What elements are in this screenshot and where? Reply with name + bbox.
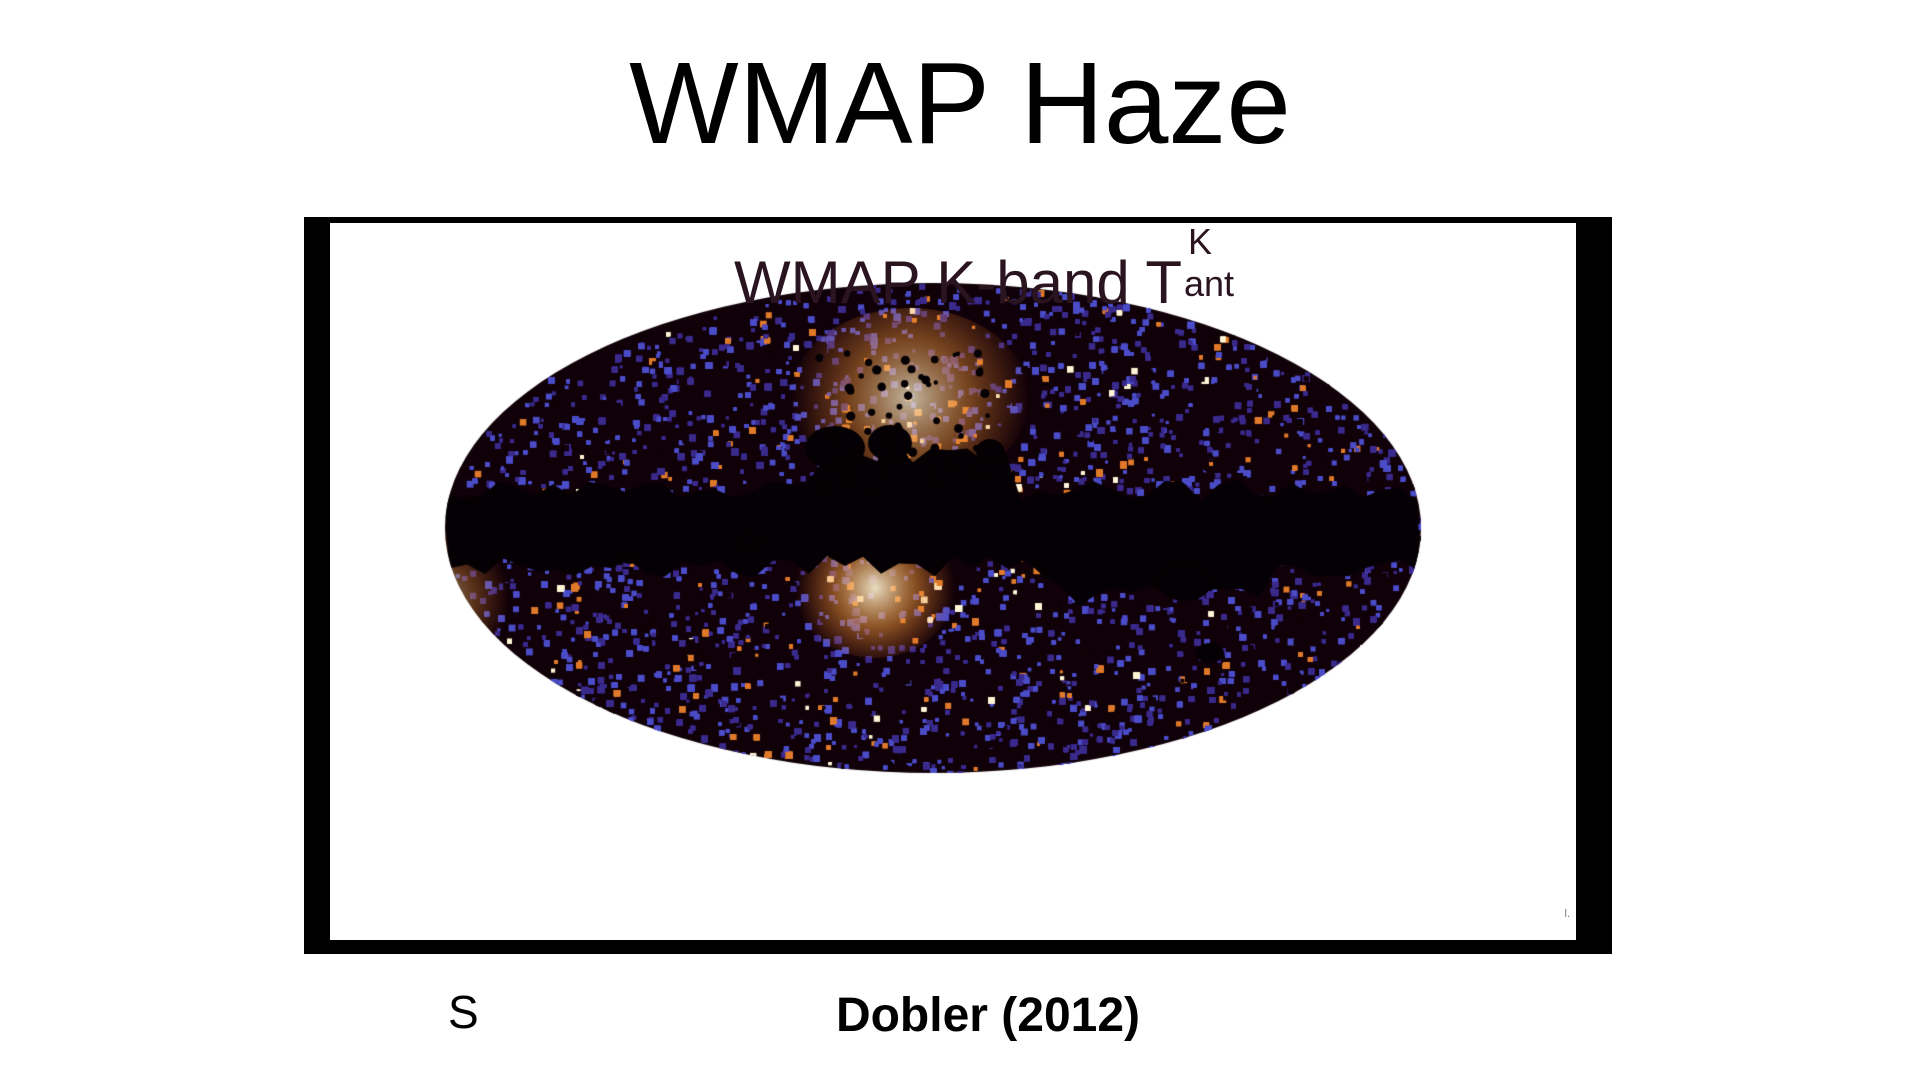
slide-title: WMAP Haze xyxy=(629,38,1291,168)
sky-map-image xyxy=(330,223,1576,940)
slide-footer-letter: S xyxy=(448,986,479,1038)
map-title-superscript: K xyxy=(1187,223,1212,262)
corner-mark: l. xyxy=(1564,908,1571,920)
map-title-subscript: ant xyxy=(1183,263,1235,304)
citation: Dobler (2012) xyxy=(835,989,1141,1042)
map-title-main: WMAP K-band T xyxy=(734,249,1182,316)
